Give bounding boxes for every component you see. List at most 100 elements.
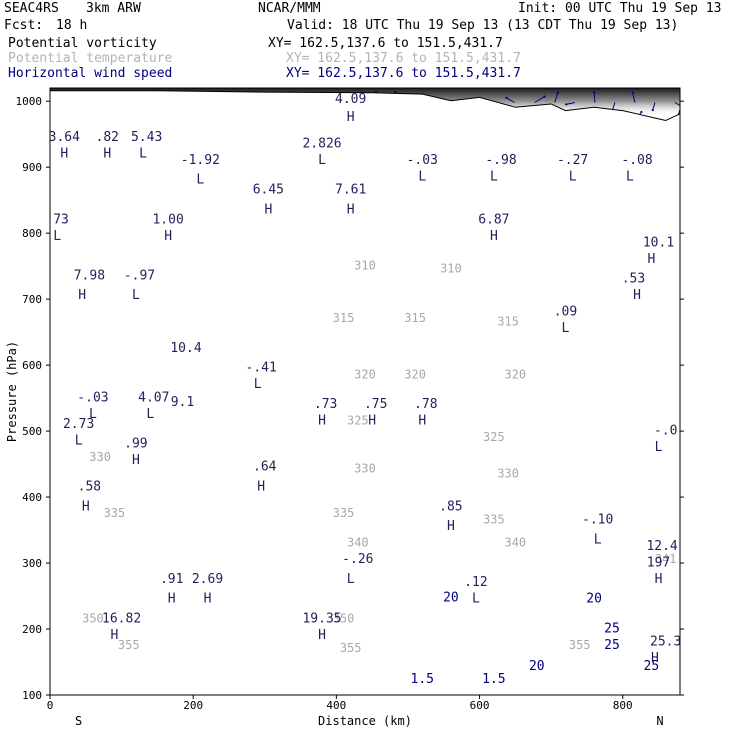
y-axis-label: Pressure (hPa): [5, 341, 19, 442]
wind-vector-head: [543, 95, 546, 98]
pv-extrema-label: L: [53, 229, 61, 244]
pv-extrema-label: H: [318, 413, 326, 428]
pv-extrema-label: H: [204, 592, 212, 607]
pv-extrema-label: L: [418, 169, 426, 184]
pv-extrema-label: 25.3: [650, 635, 681, 650]
theta-label: 340: [347, 536, 369, 550]
wind-vector: [632, 92, 636, 103]
x-tick-label: 400: [326, 699, 346, 712]
theta-label: 350: [333, 611, 355, 625]
pv-extrema-label: -.26: [342, 552, 373, 567]
theta-label: 320: [404, 367, 426, 381]
theta-label: 315: [497, 315, 519, 329]
theta-label: 315: [404, 311, 426, 325]
theta-label: 340: [504, 536, 526, 550]
wind-speed-label: 20: [443, 590, 459, 605]
theta-label: 350: [82, 611, 104, 625]
pv-extrema-label: 2.826: [302, 136, 341, 151]
pv-extrema-label: H: [418, 413, 426, 428]
theta-label: 315: [333, 311, 355, 325]
pv-extrema-label: H: [347, 110, 355, 125]
wind-vector-head: [43, 414, 45, 416]
pv-extrema-label: .78: [414, 397, 437, 412]
pv-extrema-label: .64: [253, 460, 277, 475]
pv-extrema-label: 9.1: [171, 395, 194, 410]
wind-vector-head: [686, 617, 688, 619]
pv-extrema-label: .99: [124, 437, 147, 452]
theta-label: 355: [569, 638, 591, 652]
field-xy-theta: XY= 162.5,137.6 to 151.5,431.7: [286, 51, 521, 66]
pv-extrema-label: .73: [45, 212, 68, 227]
wind-vector-head: [651, 108, 654, 112]
pv-extrema-label: 5.43: [131, 130, 162, 145]
header-project: SEAC4RS: [4, 1, 59, 16]
pv-extrema-label: L: [318, 153, 326, 168]
pv-extrema-label: H: [168, 592, 176, 607]
wind-vector-head: [505, 96, 508, 99]
pv-extrema-label: 2.73: [63, 417, 94, 432]
pv-extrema-label: L: [562, 321, 570, 336]
y-tick-label: 100: [22, 689, 42, 702]
pv-extrema-label: L: [347, 572, 355, 587]
header-model: 3km ARW: [86, 1, 141, 16]
pv-extrema-label: L: [139, 146, 147, 161]
pv-extrema-label: -.03: [407, 153, 438, 168]
theta-label: 335: [333, 506, 355, 520]
field-name-theta: Potential temperature: [8, 51, 173, 66]
wind-vector-head: [640, 110, 643, 114]
theta-label: 325: [483, 430, 505, 444]
wind-vector-head: [686, 653, 688, 655]
wind-vector: [506, 97, 515, 103]
pv-extrema-label: .53: [622, 272, 645, 287]
pv-extrema-label: H: [82, 499, 90, 514]
pv-extrema-label: L: [594, 532, 602, 547]
wind-vector-head: [44, 226, 46, 228]
wind-vector-head: [686, 639, 688, 641]
pv-extrema-label: L: [472, 592, 480, 607]
theta-label: 355: [118, 638, 140, 652]
theta-label: 310: [354, 258, 376, 272]
x-end-label-north: N: [656, 714, 663, 728]
field-xy-wind: XY= 162.5,137.6 to 151.5,431.7: [286, 66, 521, 81]
y-tick-label: 400: [22, 491, 42, 504]
below-ground: [50, 91, 680, 695]
pv-extrema-label: H: [651, 651, 659, 666]
header-fcst-label: Fcst:: [4, 18, 44, 33]
pv-extrema-label: L: [132, 288, 140, 303]
pv-extrema-label: .58: [78, 479, 101, 494]
pv-extrema-label: L: [254, 377, 262, 392]
theta-label: 320: [504, 367, 526, 381]
header-fcst-value: 18 h: [56, 18, 88, 33]
theta-label: 355: [340, 641, 362, 655]
pv-extrema-label: 16.82: [102, 611, 141, 626]
theta-label: 330: [89, 450, 111, 464]
pv-extrema-label: 3.64: [49, 130, 80, 145]
theta-label: 341: [655, 552, 677, 566]
pv-extrema-label: 7.61: [335, 183, 366, 198]
theta-label: 330: [497, 466, 519, 480]
pv-extrema-label: -.03: [77, 390, 108, 405]
wind-speed-label: 25: [604, 638, 620, 653]
pv-extrema-label: 10.4: [170, 341, 201, 356]
field-name-wind: Horizontal wind speed: [8, 66, 173, 81]
y-tick-label: 1000: [16, 95, 43, 108]
header-init: Init: 00 UTC Thu 19 Sep 13: [518, 1, 722, 16]
wind-vector-head: [685, 605, 687, 607]
x-axis-label: Distance (km): [318, 714, 412, 728]
theta-label: 320: [354, 367, 376, 381]
pv-extrema-label: L: [196, 173, 204, 188]
pv-extrema-label: H: [633, 288, 641, 303]
pv-extrema-label: H: [368, 413, 376, 428]
pv-extrema-label: H: [318, 628, 326, 643]
pv-extrema-label: -.27: [557, 153, 588, 168]
wind-vector-head: [682, 408, 684, 410]
pv-extrema-label: .12: [464, 575, 487, 590]
pv-extrema-label: H: [111, 628, 119, 643]
pv-extrema-label: .85: [439, 499, 462, 514]
wind-vector-head: [46, 457, 48, 459]
wind-speed-label: 1.5: [411, 672, 434, 687]
pv-extrema-label: L: [626, 169, 634, 184]
y-tick-label: 900: [22, 161, 42, 174]
pv-extrema-label: 10.1: [643, 235, 674, 250]
pv-extrema-label: H: [490, 229, 498, 244]
